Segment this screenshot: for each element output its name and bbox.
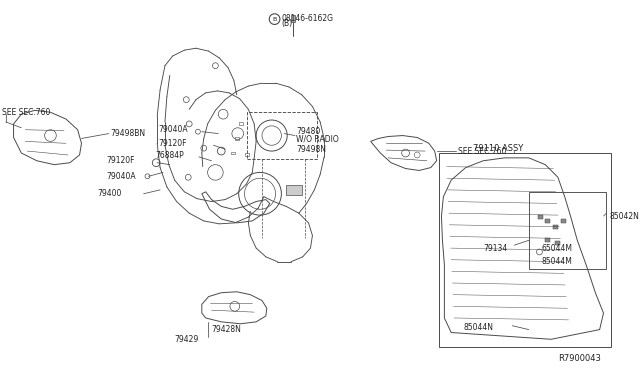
- Text: 79040A: 79040A: [107, 172, 136, 181]
- Text: 85044M: 85044M: [541, 257, 572, 266]
- Text: 85044N: 85044N: [464, 323, 494, 332]
- Bar: [235, 137, 239, 140]
- Text: 76884P: 76884P: [156, 151, 184, 160]
- Text: 79480: 79480: [296, 127, 320, 136]
- Text: R7900043: R7900043: [558, 354, 601, 363]
- Bar: [529, 192, 607, 269]
- Bar: [553, 225, 558, 229]
- Text: W/O RADIO: W/O RADIO: [296, 135, 339, 144]
- Bar: [561, 219, 566, 223]
- Text: 79120F: 79120F: [158, 139, 187, 148]
- Text: 79498BN: 79498BN: [111, 129, 146, 138]
- Text: (B): (B): [282, 19, 292, 29]
- Bar: [438, 153, 611, 347]
- Text: 79120F: 79120F: [107, 156, 135, 165]
- Bar: [246, 154, 250, 156]
- Text: 79040A: 79040A: [158, 125, 188, 134]
- Text: 08146-6162G: 08146-6162G: [282, 14, 333, 23]
- Bar: [286, 185, 301, 195]
- Text: 79110 ASSY: 79110 ASSY: [474, 144, 524, 153]
- Text: 85042N: 85042N: [609, 212, 639, 221]
- Bar: [239, 122, 243, 125]
- Bar: [291, 15, 296, 22]
- Text: SEE SEC.760: SEE SEC.760: [2, 108, 51, 117]
- Text: SEE SEC.760: SEE SEC.760: [458, 147, 506, 155]
- Text: B: B: [273, 17, 276, 22]
- Bar: [538, 215, 543, 219]
- Text: 79498N: 79498N: [296, 145, 326, 154]
- Bar: [231, 151, 235, 154]
- Bar: [248, 112, 317, 159]
- Bar: [555, 241, 560, 245]
- Bar: [545, 219, 550, 223]
- Text: 79400: 79400: [97, 189, 122, 198]
- Text: 79134: 79134: [483, 244, 508, 253]
- Text: 79429: 79429: [175, 335, 199, 344]
- Text: 65044M: 65044M: [541, 244, 572, 253]
- Text: 79428N: 79428N: [211, 325, 241, 334]
- Bar: [545, 238, 550, 242]
